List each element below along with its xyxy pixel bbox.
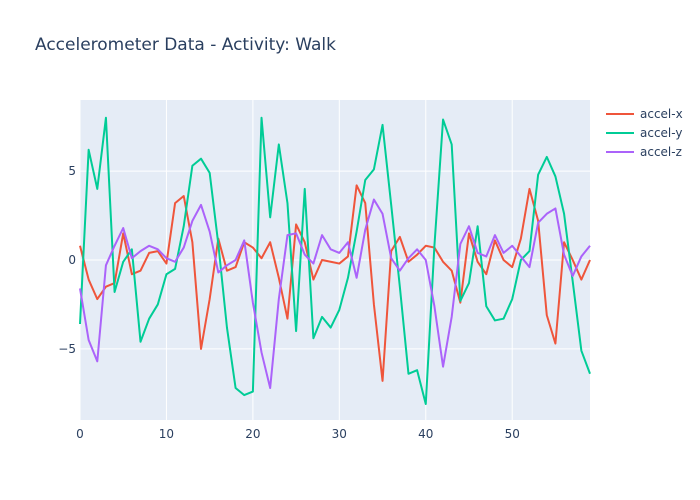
legend-label: accel-x bbox=[640, 107, 683, 121]
chart-title: Accelerometer Data - Activity: Walk bbox=[35, 35, 336, 55]
y-axis-ticks: −5 0 5 bbox=[58, 164, 76, 356]
y-tick-label: 5 bbox=[68, 164, 76, 178]
series-lines bbox=[79, 116, 591, 405]
x-tick-label: 50 bbox=[505, 427, 520, 441]
x-tick-label: 40 bbox=[418, 427, 433, 441]
legend-item-accel-z[interactable]: accel-z bbox=[606, 145, 682, 159]
legend-label: accel-z bbox=[640, 145, 682, 159]
y-tick-label: −5 bbox=[58, 342, 76, 356]
legend-item-accel-y[interactable]: accel-y bbox=[606, 126, 683, 140]
series-line-accel-y[interactable] bbox=[79, 116, 591, 405]
legend[interactable]: accel-x accel-y accel-z bbox=[606, 107, 683, 159]
x-tick-label: 20 bbox=[245, 427, 260, 441]
series-line-accel-z[interactable] bbox=[79, 198, 591, 389]
x-tick-label: 0 bbox=[76, 427, 84, 441]
x-tick-label: 30 bbox=[332, 427, 347, 441]
series-line-accel-x[interactable] bbox=[79, 184, 591, 382]
legend-label: accel-y bbox=[640, 126, 683, 140]
x-tick-label: 10 bbox=[159, 427, 174, 441]
x-axis-ticks: 0 10 20 30 40 50 bbox=[76, 427, 520, 441]
y-tick-label: 0 bbox=[68, 253, 76, 267]
legend-item-accel-x[interactable]: accel-x bbox=[606, 107, 683, 121]
